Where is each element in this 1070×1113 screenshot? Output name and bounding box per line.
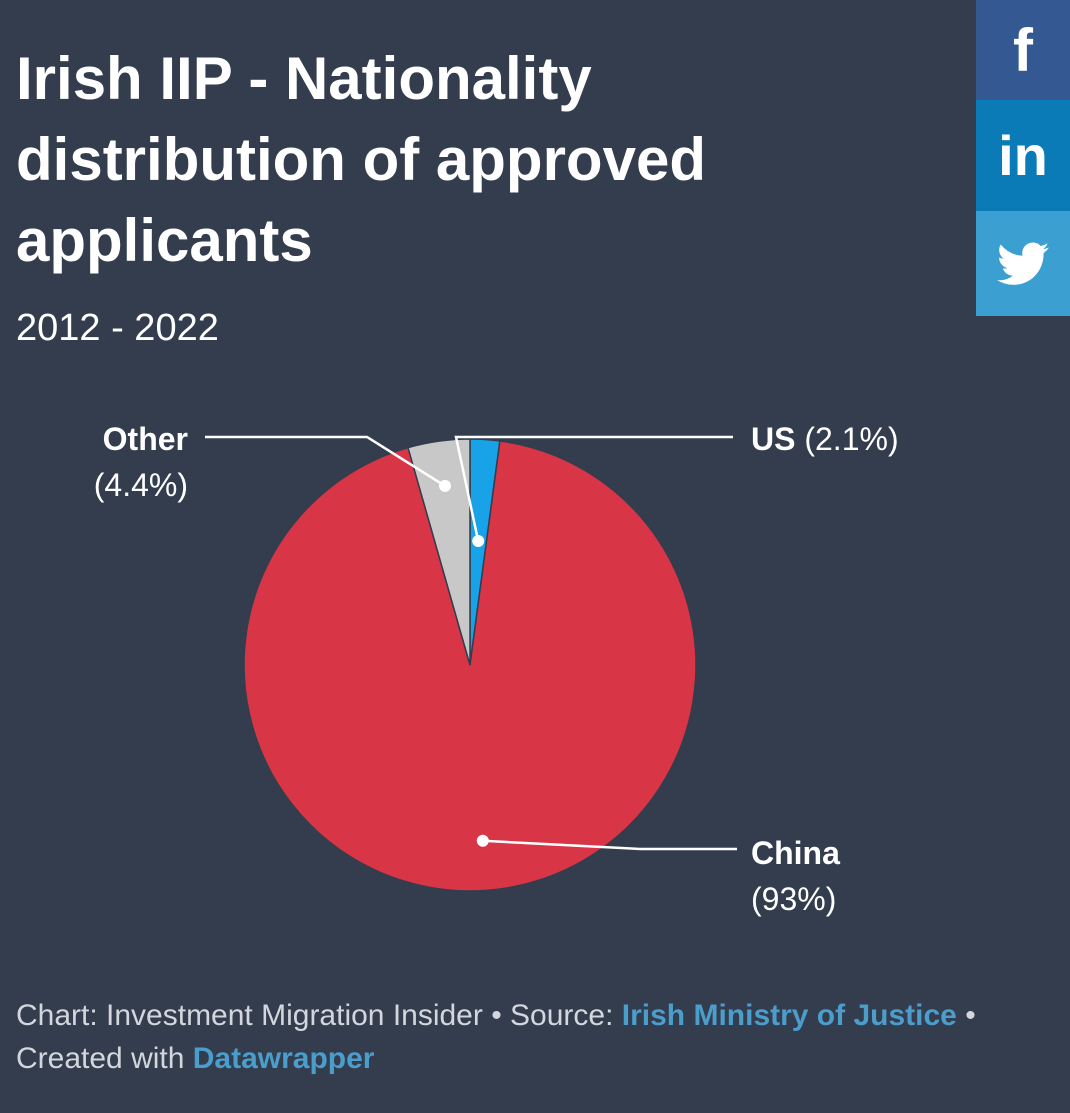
facebook-icon: f [1013, 16, 1033, 84]
chart-footer: Chart: Investment Migration Insider • So… [16, 994, 1056, 1080]
linkedin-icon: in [998, 124, 1048, 187]
leader-dot-other [439, 479, 451, 492]
slice-value-label-us: (2.1%) [804, 421, 898, 457]
slice-value-label-china: (93%) [751, 881, 836, 917]
share-linkedin-button[interactable]: in [976, 100, 1070, 211]
slice-name-us: US [751, 421, 804, 457]
chart-subtitle: 2012 - 2022 [16, 307, 219, 349]
leader-line-china [482, 839, 737, 851]
slice-label-us: US (2.1%) [751, 421, 899, 457]
slice-label-other: Other [103, 421, 188, 457]
footer-credit-text: Chart: Investment Migration Insider • So… [16, 999, 622, 1032]
twitter-bird-icon [997, 241, 1049, 285]
pie-slice-other [407, 438, 471, 666]
share-facebook-button[interactable]: f [976, 0, 1070, 100]
share-twitter-button[interactable] [976, 211, 1070, 316]
slice-label-china: China [751, 835, 840, 871]
footer-created-text: • Created with [16, 999, 976, 1075]
chart-title: Irish IIP - Nationality distribution of … [16, 45, 706, 274]
pie-slice-china [243, 440, 697, 892]
datawrapper-link[interactable]: Datawrapper [192, 1042, 375, 1075]
leader-line-other [205, 435, 446, 487]
source-link[interactable]: Irish Ministry of Justice [621, 999, 957, 1032]
leader-dot-china [476, 834, 489, 847]
slice-value-label-other: (4.4%) [94, 467, 188, 503]
leader-dot-us [472, 535, 485, 547]
leader-line-us [454, 435, 733, 542]
